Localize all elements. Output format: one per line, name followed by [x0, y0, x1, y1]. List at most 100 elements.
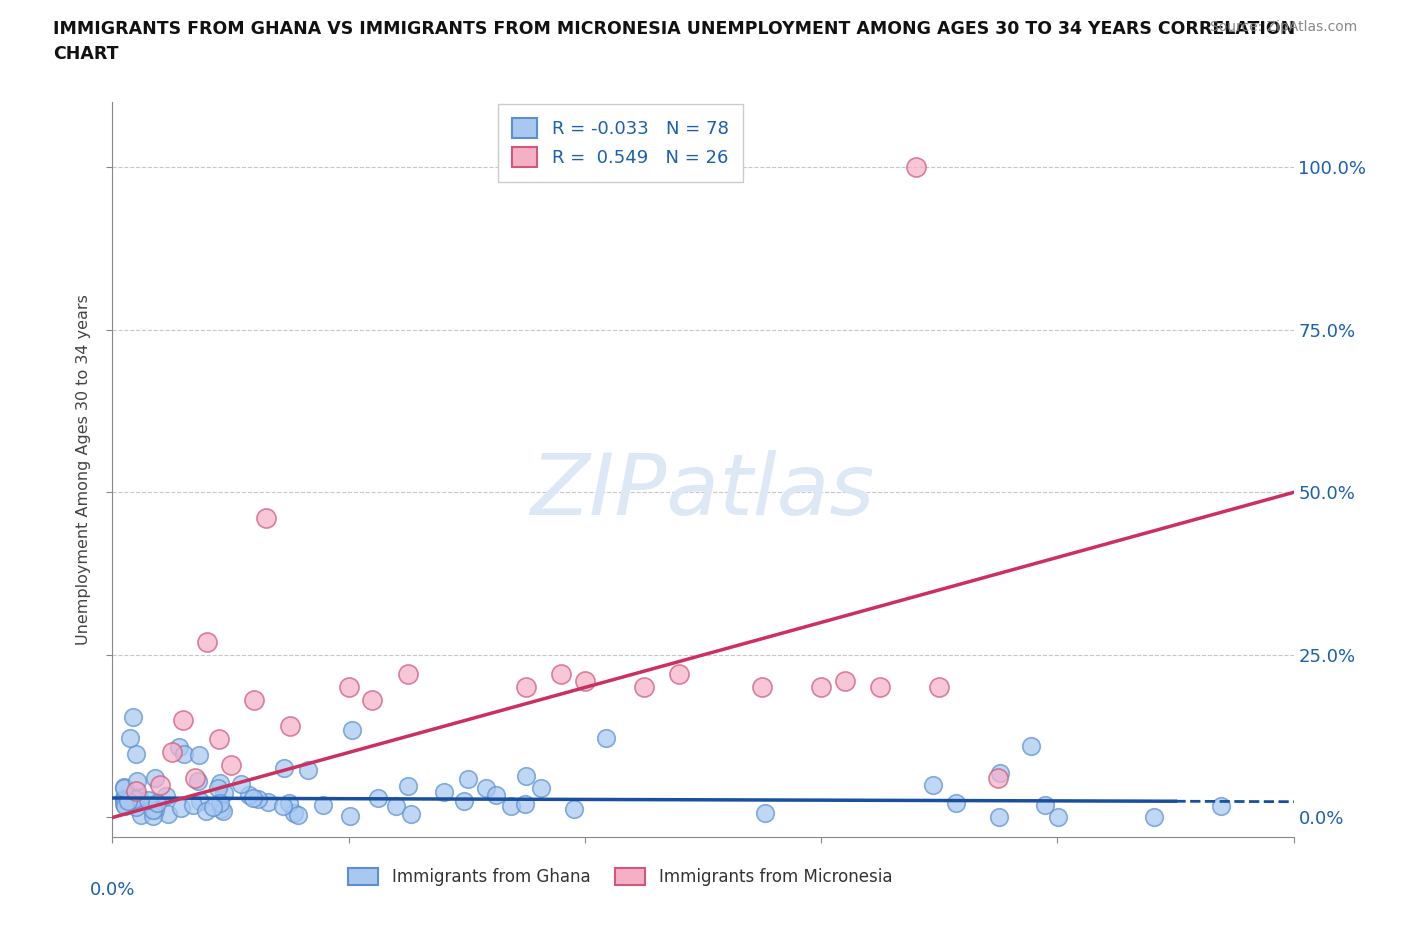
Point	[155, 789, 177, 804]
Point	[212, 786, 235, 801]
Point	[278, 719, 301, 734]
Point	[1033, 798, 1056, 813]
Point	[457, 771, 479, 786]
Point	[209, 795, 232, 810]
Point	[125, 774, 148, 789]
Legend: Immigrants from Ghana, Immigrants from Micronesia: Immigrants from Ghana, Immigrants from M…	[340, 860, 901, 895]
Point	[229, 777, 252, 791]
Point	[595, 730, 617, 745]
Point	[277, 795, 299, 810]
Point	[121, 710, 143, 724]
Point	[312, 797, 335, 812]
Point	[633, 680, 655, 695]
Point	[143, 803, 166, 817]
Point	[219, 758, 242, 773]
Point	[433, 784, 456, 799]
Point	[751, 680, 773, 695]
Point	[1209, 798, 1232, 813]
Point	[361, 693, 384, 708]
Point	[125, 800, 148, 815]
Text: ZIPatlas: ZIPatlas	[531, 450, 875, 533]
Point	[1019, 738, 1042, 753]
Point	[499, 799, 522, 814]
Point	[834, 673, 856, 688]
Point	[367, 790, 389, 805]
Point	[242, 790, 264, 805]
Point	[129, 807, 152, 822]
Point	[485, 788, 508, 803]
Point	[254, 511, 277, 525]
Point	[515, 768, 537, 783]
Point	[145, 771, 167, 786]
Point	[257, 794, 280, 809]
Point	[142, 802, 165, 817]
Point	[337, 680, 360, 695]
Point	[128, 790, 150, 804]
Point	[125, 784, 148, 799]
Point	[194, 804, 217, 819]
Y-axis label: Unemployment Among Ages 30 to 34 years: Unemployment Among Ages 30 to 34 years	[76, 294, 91, 645]
Point	[904, 160, 927, 175]
Point	[125, 747, 148, 762]
Point	[869, 680, 891, 695]
Point	[928, 680, 950, 695]
Point	[273, 761, 295, 776]
Text: 0.0%: 0.0%	[90, 881, 135, 899]
Point	[988, 810, 1011, 825]
Point	[112, 781, 135, 796]
Point	[207, 780, 229, 795]
Point	[396, 778, 419, 793]
Point	[243, 693, 266, 708]
Point	[170, 801, 193, 816]
Point	[184, 771, 207, 786]
Point	[136, 793, 159, 808]
Point	[188, 748, 211, 763]
Point	[156, 807, 179, 822]
Point	[117, 793, 139, 808]
Point	[574, 673, 596, 688]
Point	[212, 804, 235, 818]
Point	[209, 801, 232, 816]
Point	[475, 781, 498, 796]
Point	[922, 778, 945, 793]
Point	[160, 745, 183, 760]
Text: CHART: CHART	[53, 45, 120, 62]
Text: IMMIGRANTS FROM GHANA VS IMMIGRANTS FROM MICRONESIA UNEMPLOYMENT AMONG AGES 30 T: IMMIGRANTS FROM GHANA VS IMMIGRANTS FROM…	[53, 20, 1296, 38]
Point	[187, 773, 209, 788]
Point	[453, 794, 475, 809]
Point	[668, 667, 690, 682]
Point	[297, 763, 319, 777]
Point	[287, 807, 309, 822]
Point	[515, 680, 537, 695]
Point	[114, 799, 136, 814]
Point	[754, 805, 776, 820]
Point	[188, 793, 211, 808]
Point	[124, 791, 146, 806]
Text: Source: ZipAtlas.com: Source: ZipAtlas.com	[1209, 20, 1357, 34]
Point	[169, 739, 191, 754]
Point	[396, 667, 419, 682]
Point	[195, 634, 218, 649]
Point	[112, 792, 135, 807]
Point	[120, 731, 142, 746]
Point	[246, 791, 269, 806]
Point	[339, 808, 361, 823]
Point	[945, 796, 967, 811]
Point	[209, 776, 232, 790]
Point	[283, 806, 305, 821]
Point	[112, 790, 135, 805]
Point	[990, 765, 1012, 780]
Point	[1143, 810, 1166, 825]
Point	[987, 771, 1010, 786]
Point	[238, 788, 260, 803]
Point	[340, 723, 363, 737]
Point	[121, 789, 143, 804]
Point	[112, 779, 135, 794]
Point	[201, 800, 224, 815]
Point	[399, 806, 422, 821]
Point	[513, 797, 536, 812]
Point	[112, 797, 135, 812]
Point	[562, 802, 585, 817]
Point	[181, 798, 204, 813]
Point	[173, 747, 195, 762]
